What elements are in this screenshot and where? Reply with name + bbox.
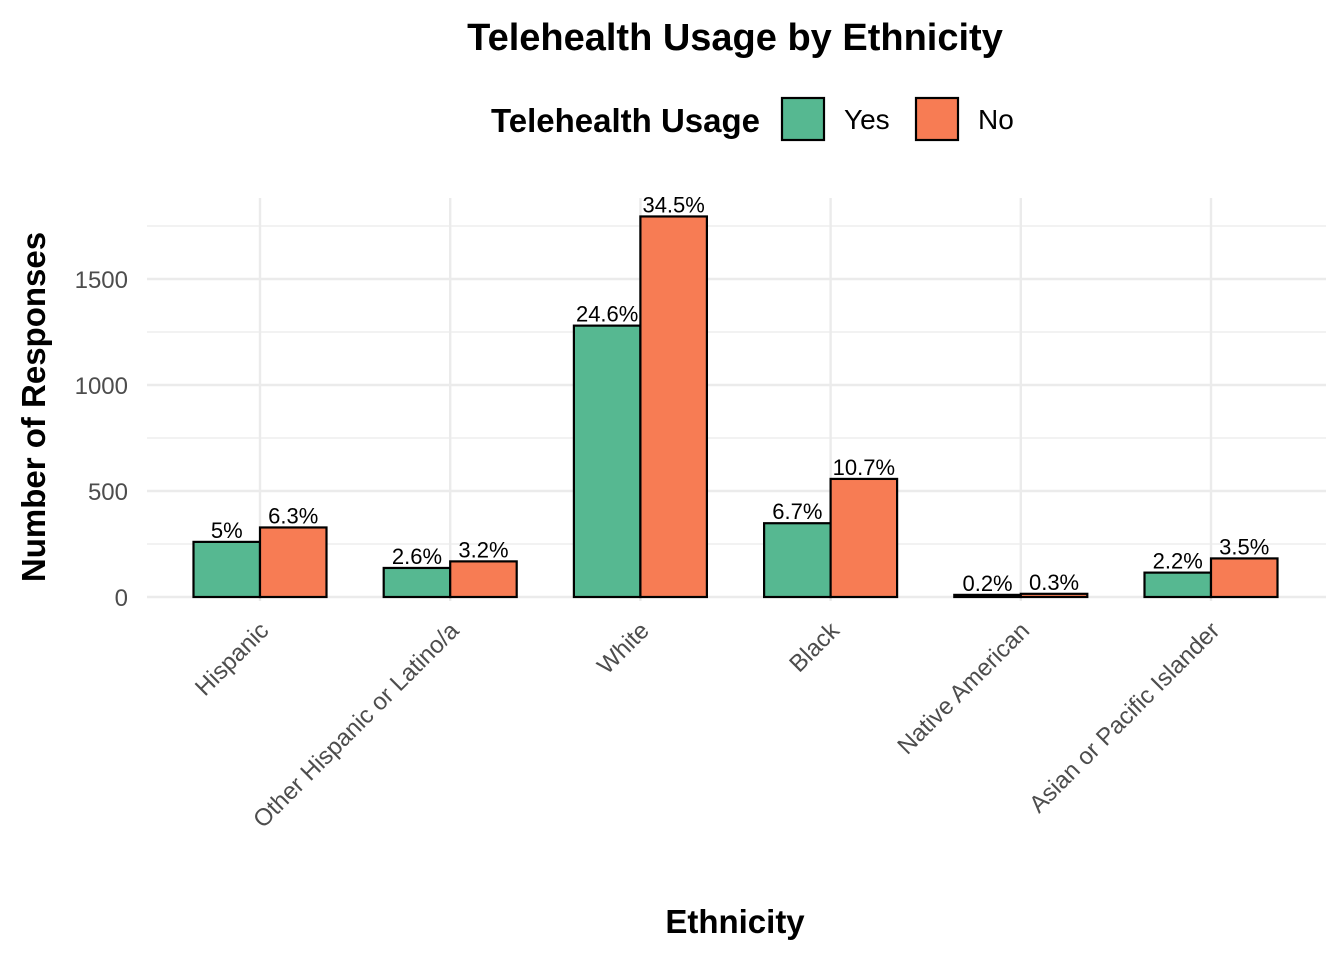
- data-label: 2.2%: [1153, 549, 1203, 574]
- data-labels: 5% 2.6% 24.6% 6.7% 0.2% 2.2% 6.3% 3.2% 34.5% 10.7…: [211, 192, 1269, 595]
- x-tick-label: Other Hispanic or Latino/a: [248, 617, 465, 834]
- legend-title: Telehealth Usage: [491, 102, 760, 139]
- bar-no-5: [1209, 557, 1279, 599]
- bar-no-1: [449, 560, 518, 599]
- bar-yes-0: [192, 540, 262, 599]
- data-label: 34.5%: [642, 192, 704, 217]
- y-axis-title: Number of Responses: [15, 232, 52, 582]
- chart-title: Telehealth Usage by Ethnicity: [467, 17, 1003, 59]
- y-axis-ticks: 0 500 1000 1500: [75, 267, 128, 612]
- bar-yes-2: [572, 324, 642, 599]
- data-label: 6.7%: [772, 499, 822, 524]
- x-tick-label: White: [592, 617, 654, 679]
- gridlines: [147, 198, 1326, 601]
- x-tick-label: Native American: [892, 617, 1035, 760]
- bar-no-3: [829, 477, 899, 599]
- x-tick-label: Asian or Pacific Islander: [1024, 617, 1225, 818]
- data-label: 3.2%: [458, 537, 508, 562]
- bar-no-4: [1019, 592, 1089, 599]
- y-tick-label: 1500: [75, 267, 128, 294]
- data-label: 5%: [211, 518, 243, 543]
- legend-label-no: No: [978, 104, 1014, 135]
- bar-yes-3: [762, 522, 832, 599]
- y-tick-label: 500: [88, 479, 128, 506]
- data-label: 10.7%: [833, 455, 895, 480]
- legend-key-no: [914, 96, 960, 142]
- data-label: 24.6%: [576, 302, 638, 327]
- y-tick-label: 1000: [75, 373, 128, 400]
- legend-key-yes: [780, 96, 826, 142]
- x-axis-title: Ethnicity: [665, 903, 805, 940]
- legend-label-yes: Yes: [844, 104, 890, 135]
- data-label: 0.3%: [1029, 570, 1079, 595]
- bar-yes-1: [382, 566, 452, 599]
- y-tick-label: 0: [115, 585, 128, 612]
- x-tick-label: Black: [784, 616, 845, 677]
- bar-no-2: [639, 215, 709, 599]
- data-label: 3.5%: [1219, 534, 1269, 559]
- data-label: 6.3%: [268, 503, 318, 528]
- data-label: 0.2%: [962, 571, 1012, 596]
- bars: [192, 215, 1279, 599]
- data-label: 2.6%: [392, 544, 442, 569]
- legend: Telehealth Usage Yes No: [491, 96, 1014, 142]
- x-tick-label: Hispanic: [190, 617, 274, 701]
- bar-yes-5: [1143, 571, 1213, 599]
- bar-no-0: [258, 526, 328, 599]
